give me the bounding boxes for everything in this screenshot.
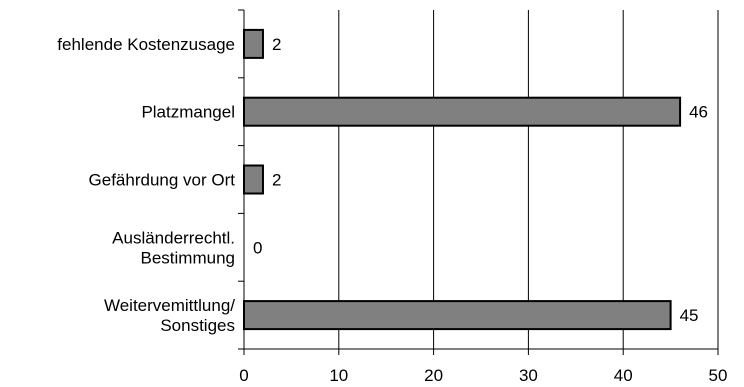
grid xyxy=(338,10,719,349)
x-tick-label: 20 xyxy=(424,366,443,385)
category-label-line: Gefährdung vor Ort xyxy=(89,171,236,190)
category-label-line: fehlende Kostenzusage xyxy=(57,35,235,54)
value-label: 45 xyxy=(680,306,699,325)
x-tick-label: 10 xyxy=(329,366,348,385)
axes xyxy=(238,9,719,355)
x-tick-label: 40 xyxy=(614,366,633,385)
category-label: Ausländerrechtl. Bestimmung xyxy=(112,228,235,267)
category-label: Weitervemittlung/Sonstiges xyxy=(104,296,235,335)
category-label: fehlende Kostenzusage xyxy=(57,35,235,54)
x-tick-label: 0 xyxy=(239,366,248,385)
value-label: 0 xyxy=(253,238,262,257)
category-label: Gefährdung vor Ort xyxy=(89,171,236,190)
category-label-line: Weitervemittlung/ xyxy=(104,296,235,315)
category-label: Platzmangel xyxy=(141,103,235,122)
value-label: 46 xyxy=(689,103,708,122)
category-label-line: Platzmangel xyxy=(141,103,235,122)
category-label-line: Ausländerrechtl. xyxy=(112,228,235,247)
category-label-line: Bestimmung xyxy=(141,248,235,267)
x-tick-label: 50 xyxy=(709,366,728,385)
bar xyxy=(243,164,264,195)
value-label: 2 xyxy=(272,35,281,54)
x-tick-label: 30 xyxy=(519,366,538,385)
bar xyxy=(243,300,672,331)
value-label: 2 xyxy=(272,171,281,190)
category-label-line: Sonstiges xyxy=(160,316,235,335)
bar xyxy=(243,28,264,59)
bar xyxy=(243,96,682,127)
bars xyxy=(243,28,682,331)
